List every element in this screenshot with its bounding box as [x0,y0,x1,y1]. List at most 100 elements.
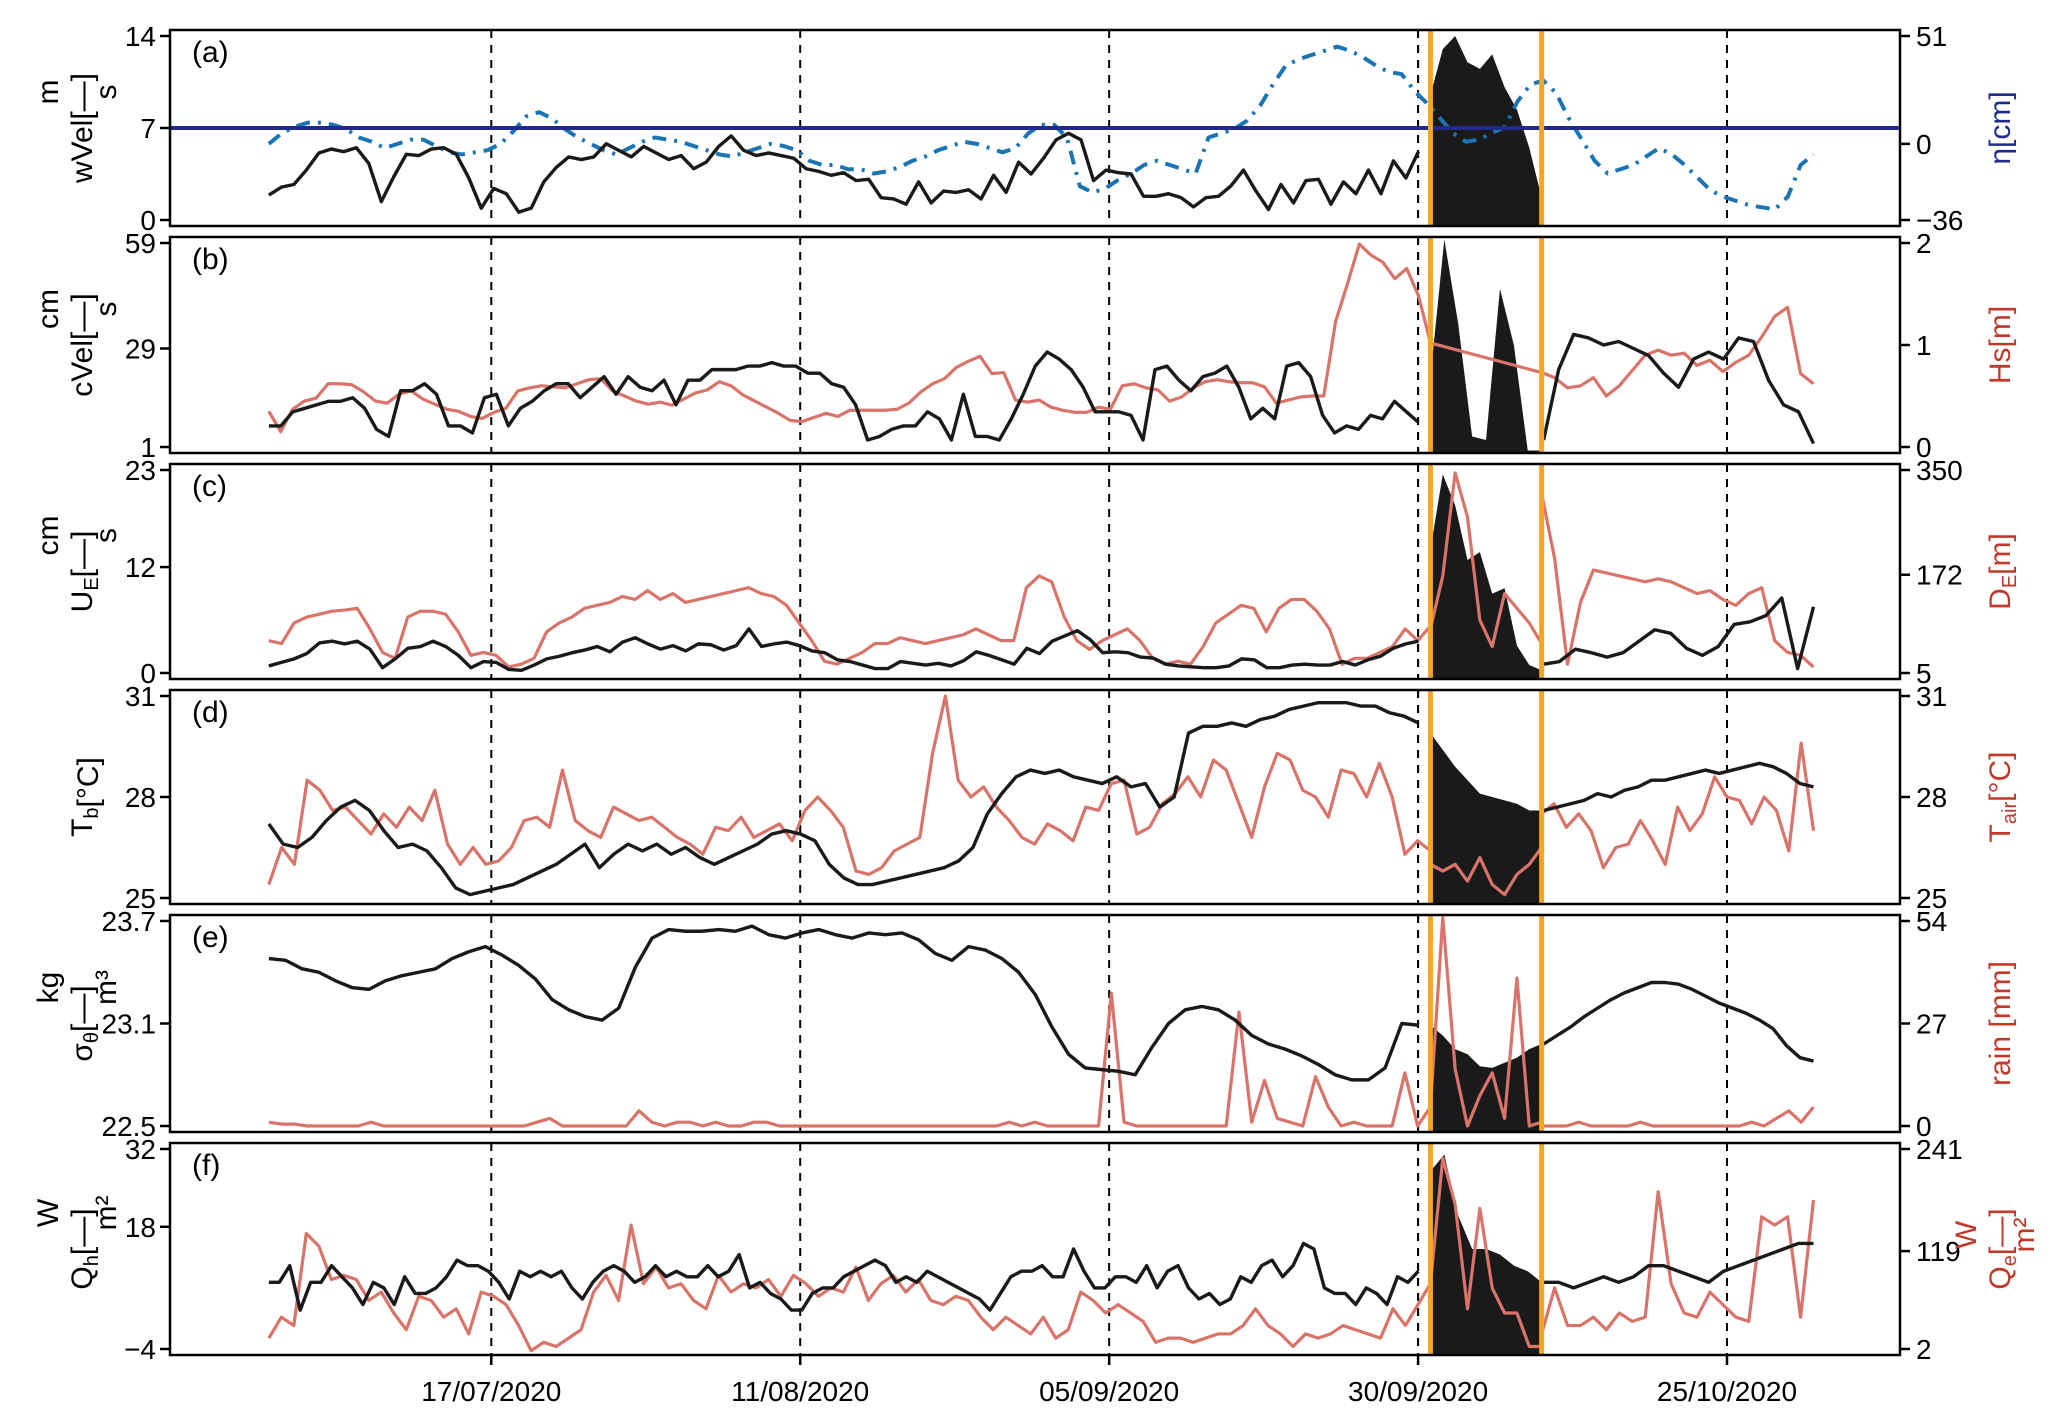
right-tick-label: 2 [1916,228,1932,259]
left-series-line [268,350,1420,442]
left-tick-label: 7 [140,113,156,144]
right-axis-label: Hs[m] [1984,306,2017,384]
panel-frame [168,235,1902,455]
right-series-line [268,471,1815,669]
svg-text:W: W [32,1198,65,1227]
left-tick-label: 1 [140,432,156,463]
right-tick-label: −36 [1916,205,1964,236]
date-tick-label: 25/10/2020 [1657,1376,1797,1407]
date-tick-label: 17/07/2020 [421,1376,561,1407]
panel-frame [168,1141,1902,1357]
right-tick-label: 5 [1916,658,1932,689]
left-tick-label: 0 [140,658,156,689]
right-series-line [267,1156,1816,1353]
panel-2: (b) 1 29 59 0 1 2 cVel[—]cm s Hs[m] [32,228,2017,463]
right-tick-label: 172 [1916,560,1963,591]
svg-text:σθ[—]: σθ[—] [66,985,103,1061]
left-tick-label: 14 [125,21,156,52]
left-series-line [267,131,1420,214]
left-series-line [268,924,1419,1082]
panel-1: (a) 0 7 14 −36 0 51 wVel[—]m s η[cm] [32,21,2017,236]
svg-text:UE[—]: UE[—] [66,531,103,613]
right-axis-label: DE[m] [1984,533,2021,610]
panel-label: (a) [192,36,229,69]
svg-text:Tb[°C]: Tb[°C] [66,757,105,837]
svg-text:Hs[m]: Hs[m] [1984,306,2017,384]
event-fill-area [1430,474,1542,679]
svg-text:s: s [90,528,123,543]
panel-frame [168,913,1902,1134]
right-tick-label: 51 [1916,21,1947,52]
right-tick-label: 241 [1916,1134,1963,1165]
left-tick-label: 59 [125,228,156,259]
panel-label: (f) [192,1149,220,1182]
left-tick-label: 29 [125,334,156,365]
panel-3: (c) 0 12 23 5 172 350 UE[—]cm s DE[m] [32,455,2021,689]
right-tick-label: 31 [1916,681,1947,712]
event-fill-area [1430,239,1542,453]
svg-text:wVel[—]: wVel[—] [66,73,99,184]
svg-text:W: W [1950,1220,1983,1249]
svg-text:m: m [32,80,65,105]
right-series-line [268,915,1815,1128]
svg-text:m²: m² [2008,1218,2041,1253]
svg-text:cm: cm [32,289,65,329]
left-tick-label: 25 [125,883,156,914]
left-tick-label: 18 [125,1212,156,1243]
left-tick-label: 28 [125,782,156,813]
svg-text:DE[m]: DE[m] [1984,533,2021,610]
left-series-line [268,1241,1420,1312]
left-tick-label: 31 [125,681,156,712]
right-series-line [267,242,1815,434]
svg-text:s: s [90,302,123,317]
svg-text:m³: m³ [90,970,123,1005]
right-axis-label: Tair[°C] [1984,752,2021,843]
event-fill-area [1430,733,1542,904]
panel-frame [168,688,1902,906]
svg-text:Tair[°C]: Tair[°C] [1984,752,2021,843]
right-tick-label: 0 [1916,432,1932,463]
left-axis-label: Qh[—]W m² [32,1196,123,1290]
event-fill-area [1430,1025,1542,1132]
svg-text:kg: kg [32,972,65,1004]
left-tick-label: 12 [125,552,156,583]
left-tick-label: 23 [125,455,156,486]
panel-label: (b) [192,243,229,276]
right-axis-label: η[cm] [1984,91,2017,164]
svg-text:η[cm]: η[cm] [1984,91,2017,164]
right-tick-label: 119 [1916,1236,1961,1267]
left-tick-label: 23.1 [102,1009,157,1040]
date-tick-label: 11/08/2020 [731,1376,869,1407]
left-tick-label: 23.7 [102,906,157,937]
svg-text:rain [mm]: rain [mm] [1984,961,2017,1086]
right-tick-label: 1 [1916,330,1932,361]
svg-text:s: s [90,85,123,100]
left-axis-label: σθ[—]kg m³ [32,970,123,1062]
svg-text:cVel[—]: cVel[—] [66,293,99,396]
right-axis-label: rain [mm] [1984,961,2017,1086]
left-series-line-after [1543,1241,1814,1290]
left-series-line [267,701,1420,897]
right-tick-label: 2 [1916,1334,1932,1365]
right-axis-label: Qe[—]W m² [1950,1208,2041,1289]
svg-text:Qh[—]: Qh[—] [66,1208,103,1289]
left-tick-label: 0 [140,205,156,236]
panel-4: (d) 25 28 31 25 28 31 Tb[°C] Tair[°C] [66,681,2021,914]
panel-label: (d) [192,696,229,729]
left-series-line-after [1543,596,1816,671]
left-axis-label: wVel[—]m s [32,73,123,184]
right-tick-label: 27 [1916,1009,1947,1040]
left-tick-label: 32 [125,1134,156,1165]
panel-frame [168,462,1902,681]
right-tick-label: 28 [1916,782,1947,813]
right-tick-label: 0 [1916,129,1932,160]
eta-series-line [267,44,1815,212]
right-tick-label: 54 [1916,906,1947,937]
left-axis-label: Tb[°C] [66,757,105,837]
panel-label: (c) [192,470,227,503]
right-tick-label: 0 [1916,1111,1932,1142]
panel-5: (e) 22.5 23.1 23.7 0 27 54 σθ[—]kg m³ rain [mm] [32,906,2017,1142]
svg-text:cm: cm [32,516,65,556]
